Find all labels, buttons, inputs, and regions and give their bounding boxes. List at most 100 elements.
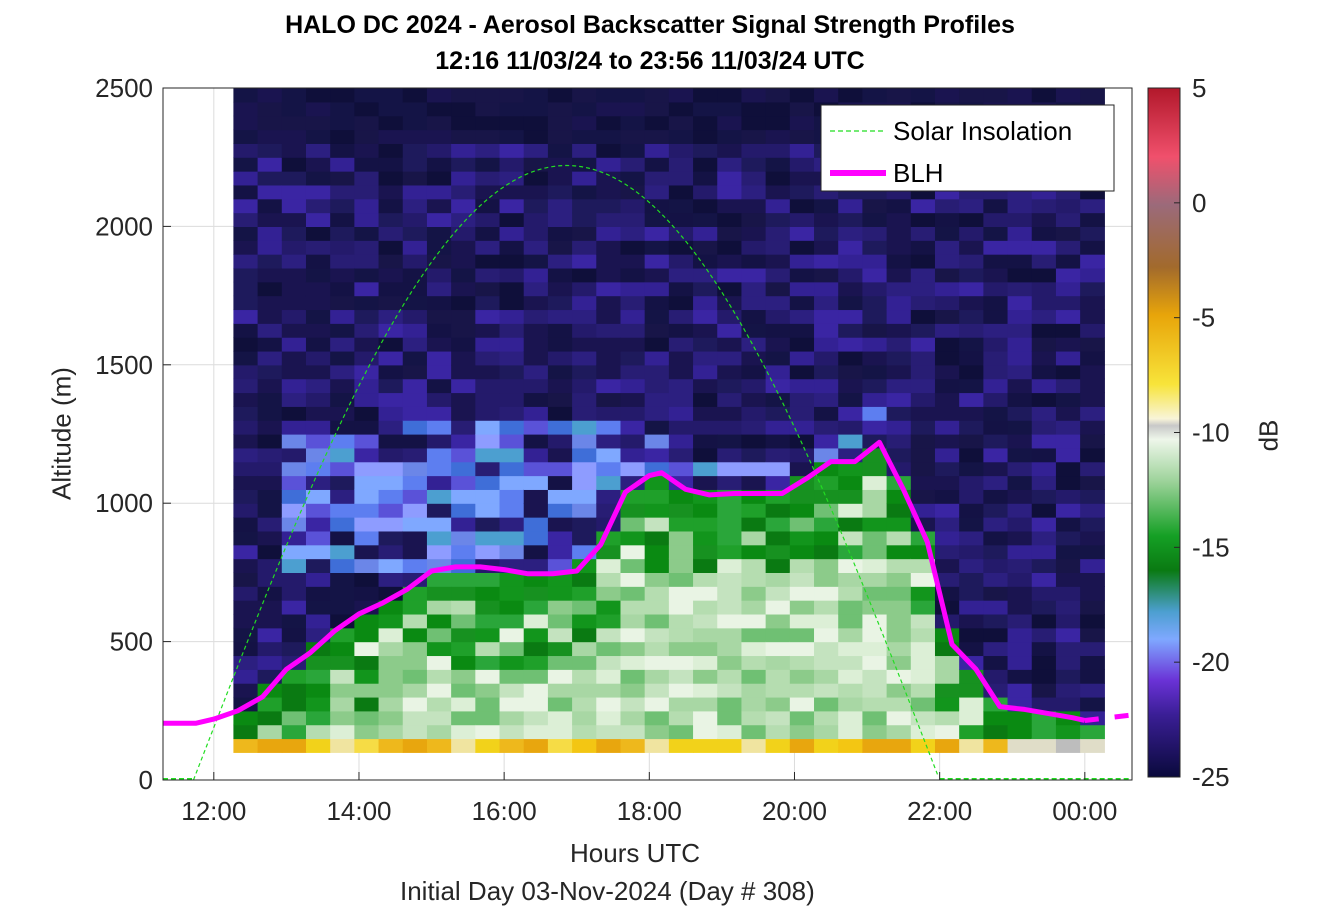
heatmap-cell xyxy=(523,613,549,629)
heatmap-cell xyxy=(983,378,1009,394)
heatmap-cell xyxy=(789,641,815,657)
heatmap-cell xyxy=(838,696,864,712)
heatmap-cell xyxy=(741,88,767,103)
heatmap-cell xyxy=(1031,267,1057,283)
heatmap-cell xyxy=(451,544,476,560)
heatmap-cell xyxy=(1055,696,1081,712)
heatmap-cell xyxy=(305,281,331,297)
heatmap-cell xyxy=(281,184,307,200)
heatmap-cell xyxy=(717,337,743,352)
heatmap-cell xyxy=(644,738,670,753)
heatmap-cell xyxy=(426,489,452,504)
heatmap-cell xyxy=(378,157,404,172)
heatmap-cell xyxy=(402,157,428,172)
heatmap-cell xyxy=(717,696,743,712)
heatmap-cell xyxy=(305,350,331,366)
heatmap-cell xyxy=(959,212,984,227)
heatmap-cell xyxy=(402,613,428,629)
heatmap-cell xyxy=(959,544,984,560)
heatmap-cell xyxy=(1007,350,1033,366)
heatmap-cell xyxy=(862,600,888,615)
heatmap-cell xyxy=(426,254,452,269)
heatmap-cell xyxy=(765,129,791,144)
heatmap-cell xyxy=(475,627,501,643)
heatmap-cell xyxy=(1055,530,1081,546)
heatmap-cell xyxy=(572,309,597,324)
heatmap-cell xyxy=(330,295,355,311)
heatmap-cell xyxy=(814,240,839,255)
heatmap-cell xyxy=(1007,475,1033,490)
colorbar-ticks: 50-5-10-15-20-25 xyxy=(1174,73,1230,792)
heatmap-cell xyxy=(499,295,525,311)
heatmap-cell xyxy=(838,198,864,214)
heatmap-cell xyxy=(426,226,452,241)
heatmap-cell xyxy=(644,627,670,643)
heatmap-cell xyxy=(451,683,476,698)
heatmap-cell xyxy=(693,184,718,200)
heatmap-cell xyxy=(523,434,549,449)
heatmap-cell xyxy=(281,613,307,629)
heatmap-cell xyxy=(475,157,501,172)
heatmap-cell xyxy=(693,586,718,601)
heatmap-cell xyxy=(1080,572,1105,587)
heatmap-cell xyxy=(741,323,767,338)
heatmap-cell xyxy=(233,586,259,601)
heatmap-cell xyxy=(547,613,573,629)
heatmap-cell xyxy=(330,254,355,269)
heatmap-cell xyxy=(668,226,694,241)
heatmap-cell xyxy=(596,544,622,560)
heatmap-cell xyxy=(910,461,936,477)
heatmap-cell xyxy=(499,88,525,103)
heatmap-cell xyxy=(814,475,839,490)
heatmap-cell xyxy=(475,710,501,726)
heatmap-cell xyxy=(959,461,984,477)
heatmap-cell xyxy=(1080,461,1105,477)
heatmap-cell xyxy=(402,212,428,227)
heatmap-cell xyxy=(862,517,888,532)
heatmap-cell xyxy=(789,447,815,463)
heatmap-cell xyxy=(499,447,525,463)
heatmap-cell xyxy=(838,309,864,324)
heatmap-cell xyxy=(959,309,984,324)
heatmap-cell xyxy=(983,254,1009,269)
heatmap-cell xyxy=(765,101,791,117)
heatmap-cell xyxy=(572,212,597,227)
x-axis: 12:00 14:00 16:00 18:00 20:00 22:00 00:00 xyxy=(181,772,1117,826)
heatmap-cell xyxy=(596,600,622,615)
heatmap-cell xyxy=(281,101,307,117)
heatmap-cell xyxy=(644,655,670,670)
heatmap-cell xyxy=(910,240,936,255)
heatmap-cell xyxy=(305,295,331,311)
heatmap-cell xyxy=(983,226,1009,241)
heatmap-cell xyxy=(1007,724,1033,740)
heatmap-cell xyxy=(910,558,936,573)
heatmap-cell xyxy=(1007,489,1033,504)
heatmap-cell xyxy=(572,586,597,601)
heatmap-cell xyxy=(644,447,670,463)
heatmap-cell xyxy=(789,364,815,380)
heatmap-cell xyxy=(789,392,815,407)
heatmap-cell xyxy=(499,309,525,324)
heatmap-cell xyxy=(281,88,307,103)
heatmap-cell xyxy=(886,420,912,435)
heatmap-cell xyxy=(572,641,597,657)
heatmap-cell xyxy=(233,88,259,103)
heatmap-cell xyxy=(1055,447,1081,463)
heatmap-cell xyxy=(305,461,331,477)
heatmap-cell xyxy=(354,724,380,740)
heatmap-cell xyxy=(886,212,912,227)
heatmap-cell xyxy=(330,600,355,615)
heatmap-cell xyxy=(233,392,259,407)
heatmap-cell xyxy=(838,655,864,670)
heatmap-cell xyxy=(233,669,259,684)
heatmap-cell xyxy=(378,129,404,144)
heatmap-cell xyxy=(644,710,670,726)
heatmap-cell xyxy=(572,738,597,753)
heatmap-cell xyxy=(886,337,912,352)
heatmap-cell xyxy=(451,434,476,449)
heatmap-cell xyxy=(886,641,912,657)
heatmap-cell xyxy=(814,337,839,352)
heatmap-cell xyxy=(959,586,984,601)
heatmap-cell xyxy=(620,171,646,186)
heatmap-cell xyxy=(620,558,646,573)
